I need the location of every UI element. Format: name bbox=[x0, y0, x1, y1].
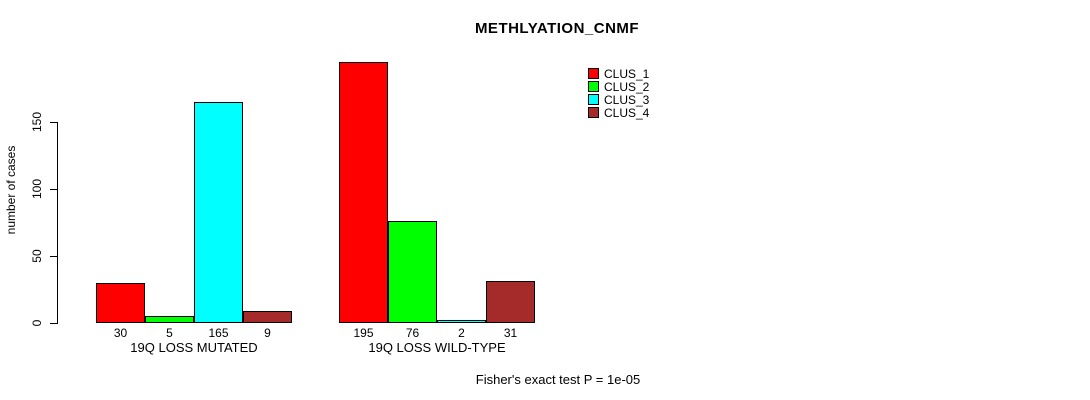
bar-clus_4-group1 bbox=[243, 311, 292, 323]
bar-value-label: 2 bbox=[458, 326, 465, 340]
y-tick-mark bbox=[50, 188, 57, 190]
y-axis-line bbox=[57, 122, 58, 324]
annotation-text: Fisher's exact test P = 1e-05 bbox=[475, 372, 641, 387]
bar-value-label: 9 bbox=[264, 326, 271, 340]
bar-clus_1-group2 bbox=[339, 62, 388, 323]
bar-clus_2-group2 bbox=[388, 221, 437, 323]
y-axis-label: number of cases bbox=[4, 145, 18, 235]
legend-swatch-clus_4 bbox=[588, 107, 599, 118]
bar-value-label: 195 bbox=[353, 326, 374, 340]
y-tick-mark bbox=[50, 255, 57, 257]
bar-clus_2-group1 bbox=[145, 316, 194, 323]
y-tick-mark bbox=[50, 121, 57, 123]
bar-value-label: 30 bbox=[113, 326, 128, 340]
legend-swatch-clus_1 bbox=[588, 68, 599, 79]
bar-clus_3-group1 bbox=[194, 102, 243, 323]
y-tick-label: 0 bbox=[30, 319, 44, 327]
bar-value-label: 76 bbox=[405, 326, 420, 340]
y-tick-label: 150 bbox=[30, 111, 44, 133]
bar-value-label: 165 bbox=[208, 326, 229, 340]
group-axis-label: 19Q LOSS WILD-TYPE bbox=[368, 340, 506, 355]
bar-clus_4-group2 bbox=[486, 281, 535, 323]
bar-clus_1-group1 bbox=[96, 283, 145, 323]
group-axis-label: 19Q LOSS MUTATED bbox=[130, 340, 258, 355]
legend-label-clus_1: CLUS_1 bbox=[604, 67, 650, 81]
chart-title: METHLYATION_CNMF bbox=[474, 20, 640, 37]
y-tick-label: 100 bbox=[30, 178, 44, 200]
y-tick-mark bbox=[50, 322, 57, 324]
legend-swatch-clus_3 bbox=[588, 94, 599, 105]
bar-value-label: 5 bbox=[166, 326, 173, 340]
y-tick-label: 50 bbox=[30, 249, 44, 263]
legend-swatch-clus_2 bbox=[588, 81, 599, 92]
bar-value-label: 31 bbox=[503, 326, 518, 340]
legend-label-clus_3: CLUS_3 bbox=[604, 93, 650, 107]
bar-clus_3-group2 bbox=[437, 320, 486, 323]
legend-label-clus_2: CLUS_2 bbox=[604, 80, 650, 94]
legend-label-clus_4: CLUS_4 bbox=[604, 106, 650, 120]
